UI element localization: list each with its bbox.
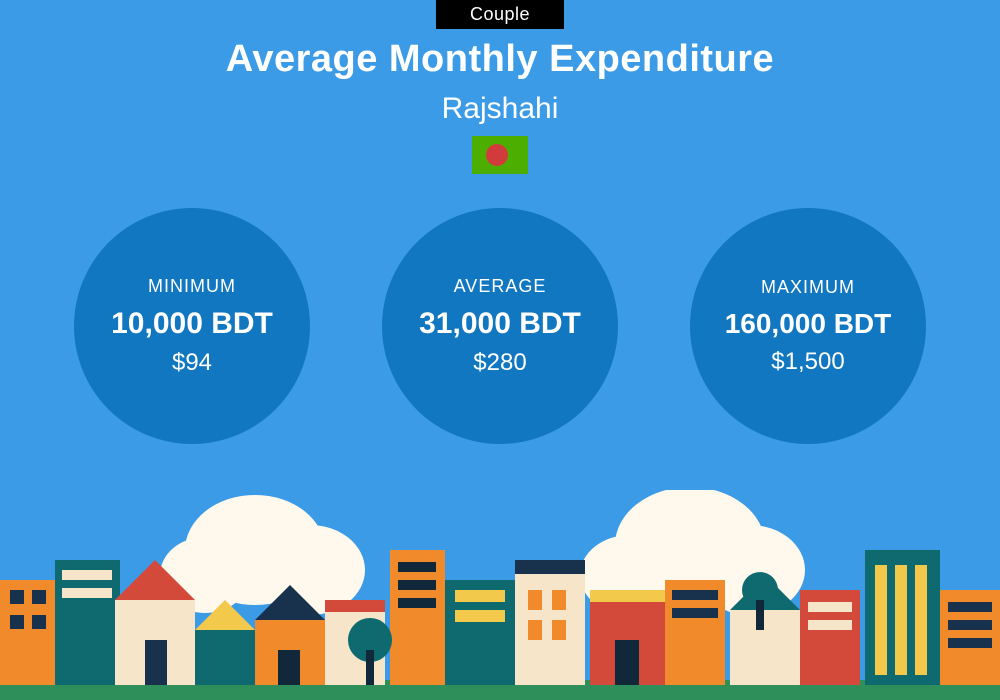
location-subtitle: Rajshahi bbox=[0, 92, 1000, 126]
country-flag bbox=[472, 136, 528, 174]
buildings bbox=[0, 550, 1000, 685]
stat-value: 160,000 BDT bbox=[725, 308, 892, 340]
cityscape-illustration bbox=[0, 490, 1000, 700]
stat-average: AVERAGE 31,000 BDT $280 bbox=[382, 208, 618, 444]
stat-usd: $1,500 bbox=[771, 348, 844, 376]
category-badge: Couple bbox=[436, 0, 564, 29]
infographic-canvas: Couple Average Monthly Expenditure Rajsh… bbox=[0, 0, 1000, 700]
page-title: Average Monthly Expenditure bbox=[0, 38, 1000, 81]
stat-label: MAXIMUM bbox=[761, 277, 855, 298]
flag-background bbox=[472, 136, 528, 174]
stat-usd: $280 bbox=[473, 349, 526, 377]
category-badge-label: Couple bbox=[470, 4, 530, 24]
stat-minimum: MINIMUM 10,000 BDT $94 bbox=[74, 208, 310, 444]
flag-disc bbox=[486, 144, 508, 166]
stat-maximum: MAXIMUM 160,000 BDT $1,500 bbox=[690, 208, 926, 444]
stat-label: AVERAGE bbox=[454, 276, 547, 297]
stats-row: MINIMUM 10,000 BDT $94 AVERAGE 31,000 BD… bbox=[0, 208, 1000, 444]
stat-value: 10,000 BDT bbox=[111, 307, 273, 341]
stat-value: 31,000 BDT bbox=[419, 307, 581, 341]
stat-label: MINIMUM bbox=[148, 276, 236, 297]
stat-usd: $94 bbox=[172, 349, 212, 377]
